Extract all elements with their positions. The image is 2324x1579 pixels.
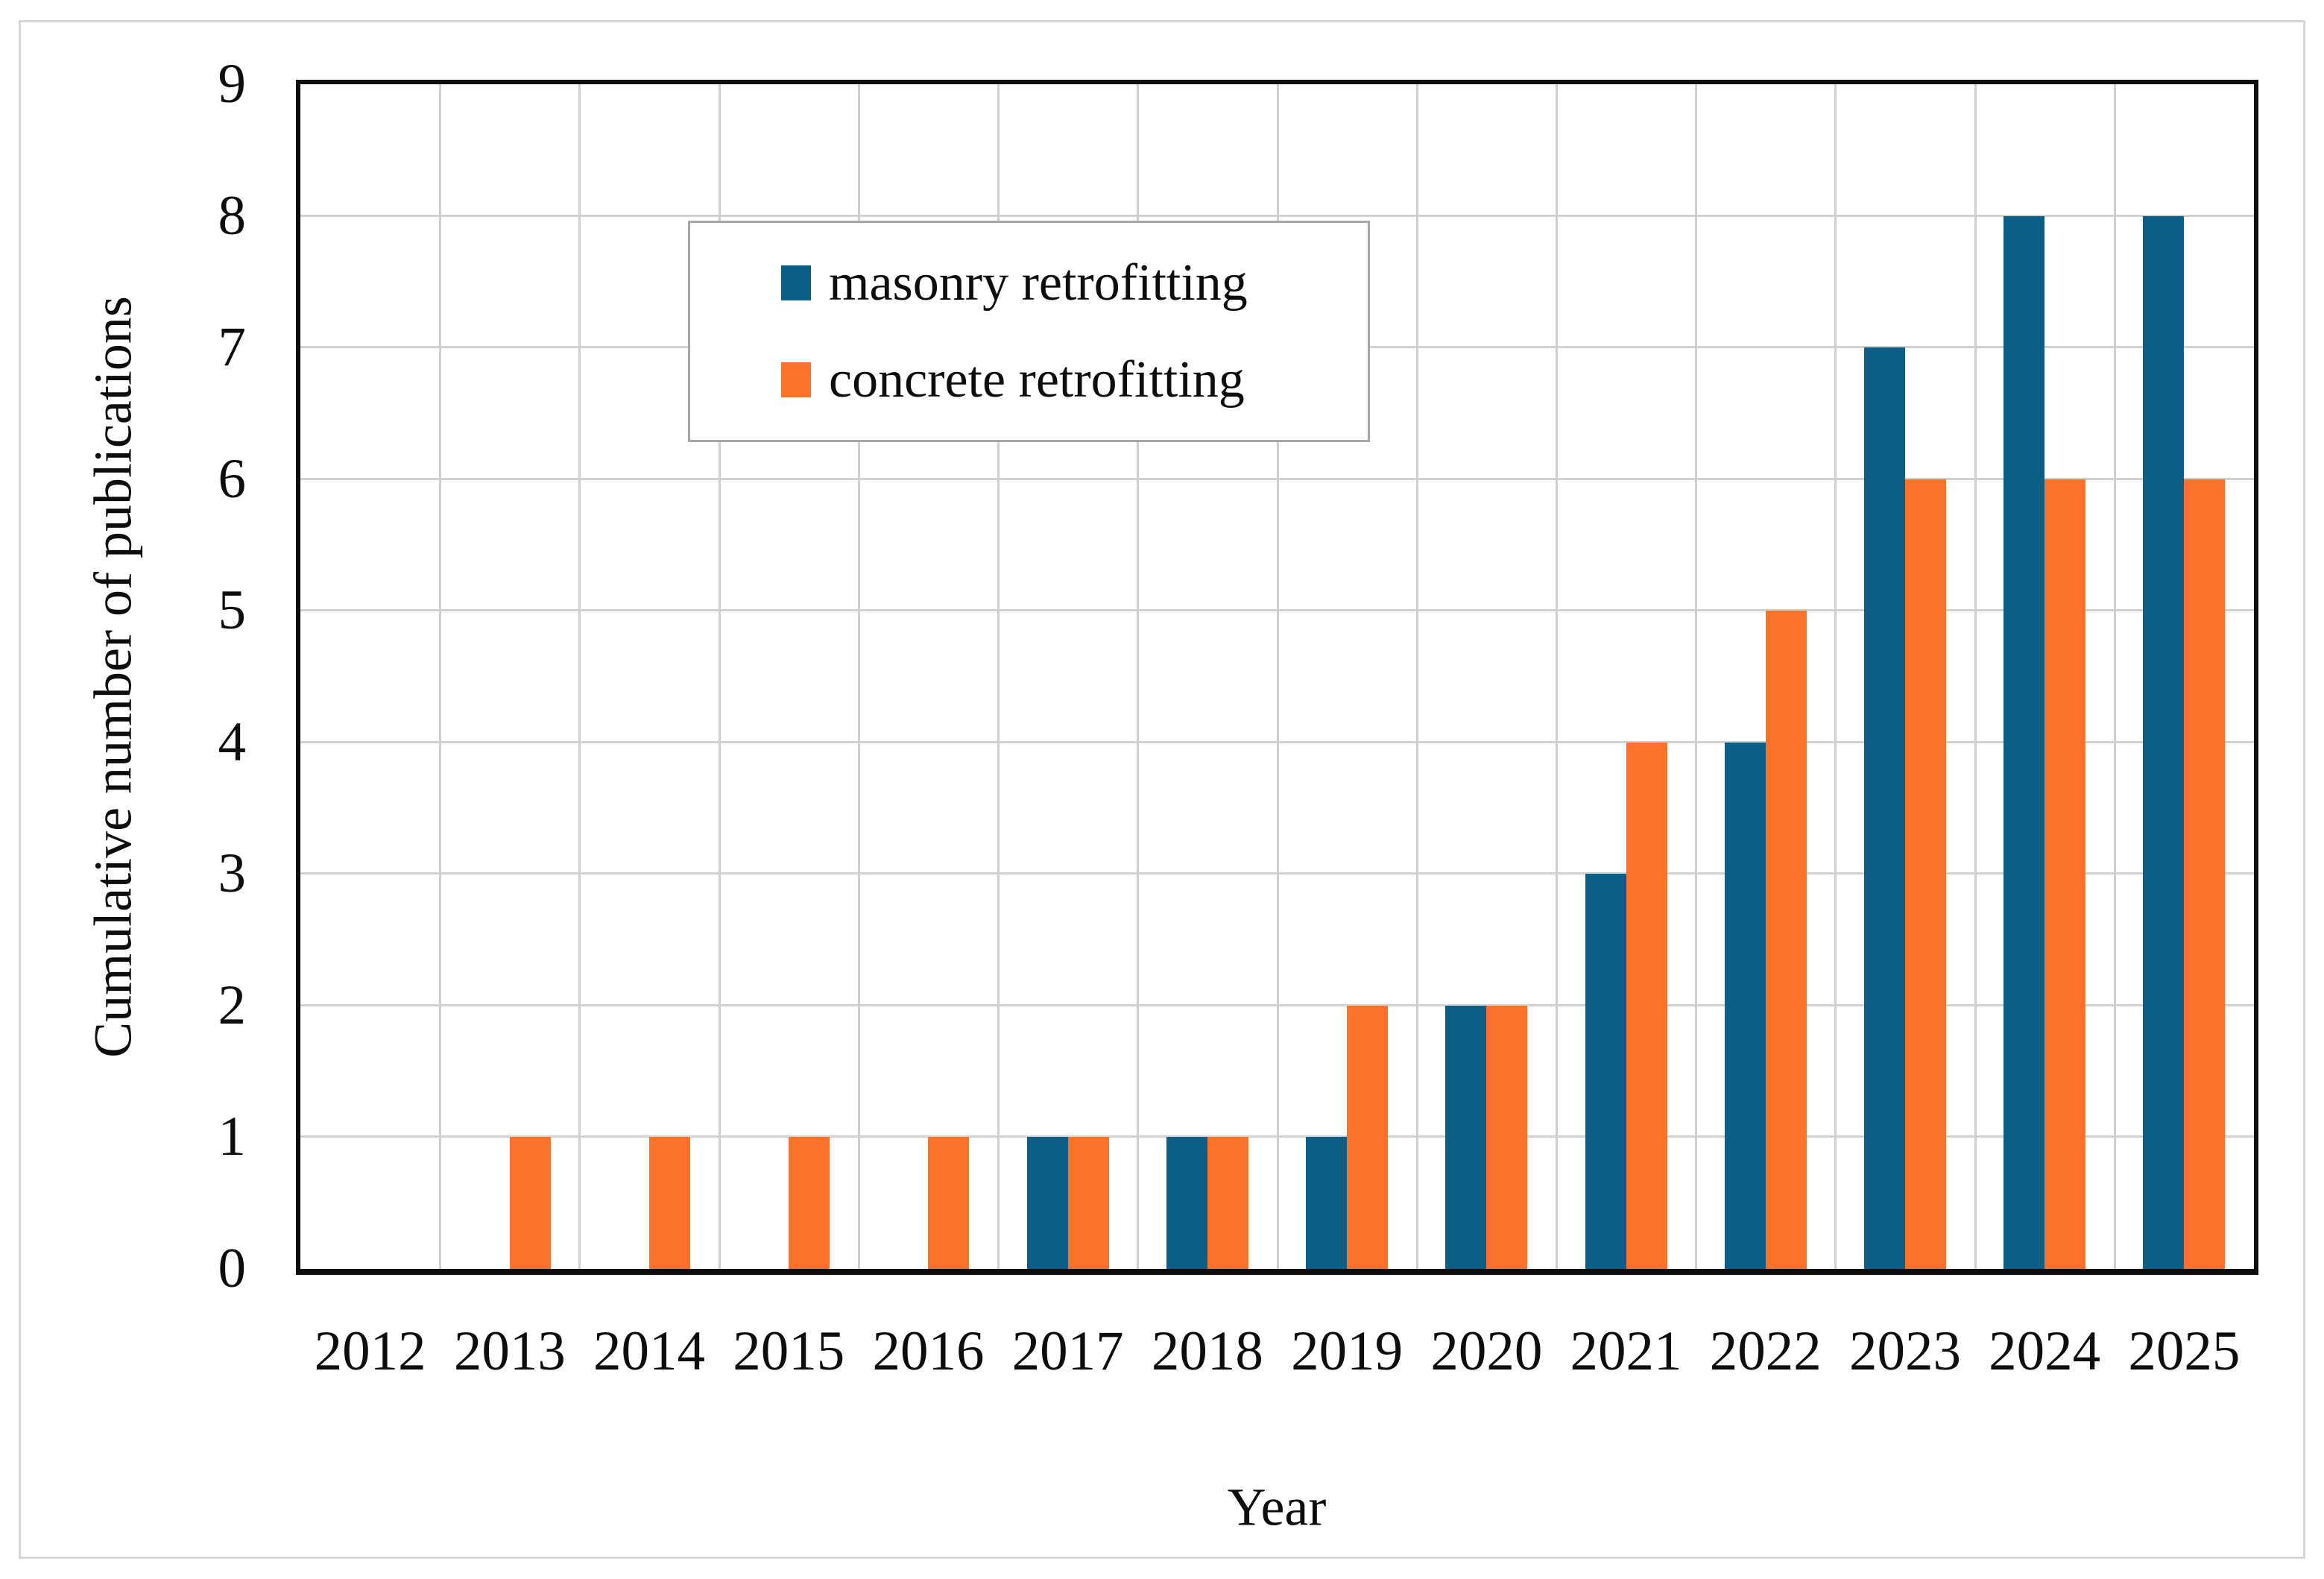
- v-gridline-2: [578, 84, 581, 1269]
- x-tick-label-2019: 2019: [1291, 1320, 1403, 1382]
- x-axis-title: Year: [1227, 1477, 1327, 1537]
- x-tick-label-2020: 2020: [1430, 1320, 1543, 1382]
- bar-concrete-2015: [789, 1137, 830, 1269]
- bar-masonry-2018: [1166, 1137, 1207, 1269]
- v-gridline-11: [1834, 84, 1837, 1269]
- masonry-swatch-icon: [781, 265, 811, 300]
- v-gridline-3: [718, 84, 721, 1269]
- v-gridline-6: [1137, 84, 1140, 1269]
- y-tick-label-7: 7: [218, 316, 247, 379]
- y-tick-label-8: 8: [218, 184, 247, 247]
- y-tick-label-2: 2: [218, 974, 247, 1036]
- y-tick-label-0: 0: [218, 1238, 247, 1299]
- bar-masonry-2019: [1306, 1137, 1348, 1269]
- bar-concrete-2024: [2044, 479, 2086, 1269]
- bar-concrete-2016: [928, 1137, 970, 1269]
- v-gridline-7: [1276, 84, 1279, 1269]
- x-tick-label-2017: 2017: [1011, 1320, 1124, 1382]
- v-gridline-8: [1415, 84, 1418, 1269]
- x-tick-label-2014: 2014: [593, 1320, 706, 1382]
- legend-label-masonry: masonry retrofitting: [829, 253, 1248, 312]
- bar-masonry-2022: [1724, 742, 1766, 1269]
- legend: masonry retrofitting concrete retrofitti…: [688, 221, 1370, 442]
- y-tick-label-3: 3: [218, 842, 247, 905]
- x-tick-label-2016: 2016: [872, 1320, 985, 1382]
- y-tick-label-9: 9: [218, 53, 247, 115]
- v-gridline-9: [1555, 84, 1558, 1269]
- y-axis-tick-labels: 0 1 2 3 4 5 6 7 8 9: [0, 53, 247, 1299]
- bar-masonry-2020: [1445, 1005, 1487, 1269]
- v-gridline-10: [1695, 84, 1698, 1269]
- bar-masonry-2017: [1026, 1137, 1068, 1269]
- bar-masonry-2021: [1585, 874, 1626, 1269]
- x-tick-label-2012: 2012: [314, 1320, 426, 1382]
- bar-concrete-2013: [509, 1137, 551, 1269]
- y-tick-label-6: 6: [218, 447, 247, 510]
- y-tick-label-4: 4: [218, 710, 247, 773]
- y-axis-title: Cumulative number of publications: [83, 296, 143, 1058]
- legend-item-concrete: concrete retrofitting: [781, 353, 1368, 407]
- y-tick-label-5: 5: [218, 579, 247, 642]
- bar-concrete-2018: [1207, 1137, 1248, 1269]
- v-gridline-4: [857, 84, 860, 1269]
- v-gridline-13: [2113, 84, 2116, 1269]
- v-gridline-12: [1974, 84, 1977, 1269]
- v-gridline-1: [439, 84, 442, 1269]
- x-tick-label-2018: 2018: [1151, 1320, 1263, 1382]
- x-tick-label-2023: 2023: [1848, 1320, 1961, 1382]
- x-tick-label-2013: 2013: [453, 1320, 566, 1382]
- x-tick-label-2015: 2015: [733, 1320, 845, 1382]
- bar-concrete-2014: [649, 1137, 691, 1269]
- bar-masonry-2023: [1863, 347, 1905, 1269]
- bar-concrete-2025: [2184, 479, 2226, 1269]
- legend-label-concrete: concrete retrofitting: [829, 350, 1245, 409]
- bar-concrete-2022: [1765, 611, 1807, 1269]
- x-tick-label-2025: 2025: [2128, 1320, 2241, 1382]
- x-axis-tick-labels: 2012 2013 2014 2015 2016 2017 2018 2019 2020 2021…: [300, 1311, 2254, 1393]
- bar-masonry-2025: [2143, 215, 2185, 1269]
- bar-concrete-2021: [1626, 742, 1667, 1269]
- bar-concrete-2020: [1486, 1005, 1528, 1269]
- concrete-swatch-icon: [781, 362, 811, 397]
- bar-concrete-2019: [1347, 1005, 1389, 1269]
- y-tick-label-1: 1: [218, 1106, 247, 1168]
- plot-area: masonry retrofitting concrete retrofitti…: [296, 80, 2258, 1275]
- bar-concrete-2017: [1067, 1137, 1109, 1269]
- legend-item-masonry: masonry retrofitting: [781, 256, 1368, 310]
- v-gridline-5: [997, 84, 1000, 1269]
- x-tick-label-2022: 2022: [1709, 1320, 1822, 1382]
- x-tick-label-2021: 2021: [1570, 1320, 1682, 1382]
- x-tick-label-2024: 2024: [1989, 1320, 2101, 1382]
- bar-masonry-2024: [2003, 215, 2045, 1269]
- bar-concrete-2023: [1904, 479, 1946, 1269]
